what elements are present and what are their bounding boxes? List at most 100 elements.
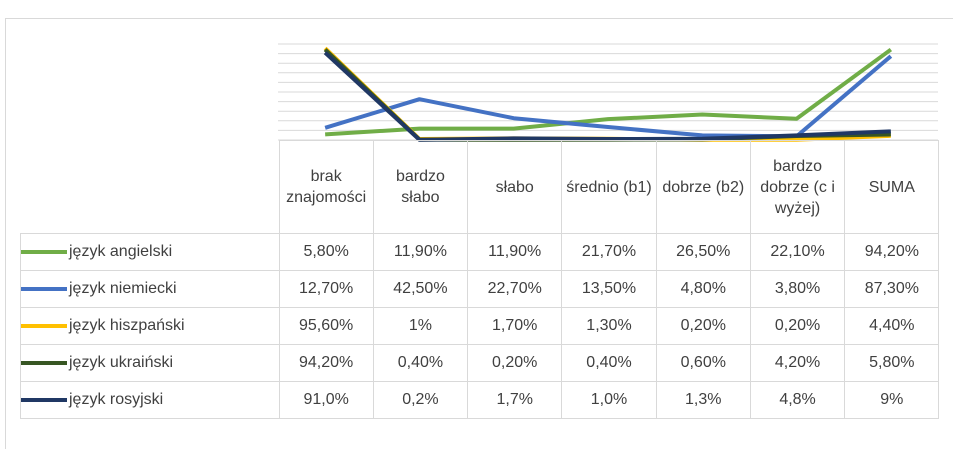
value-label: 11,90% [372, 233, 469, 271]
value-label: 4,40% [844, 307, 940, 345]
legend-entry: język niemiecki [20, 270, 280, 308]
category-label: dobrze (b2) [655, 140, 751, 234]
value-label-text: 11,90% [393, 243, 447, 260]
value-label-text: 94,20% [864, 243, 919, 260]
legend-entry: język angielski [20, 233, 280, 271]
value-label-text: 12,70% [299, 280, 354, 297]
series-row: język ukraiński 94,20% 0,40% 0,20% 0,40% 0,60… [20, 344, 940, 382]
series-row: język hiszpański 95,60% 1% 1,70% 1,30% 0,20% 0… [20, 307, 940, 345]
value-label: 0,2% [372, 381, 469, 419]
value-label-text: 0,20% [680, 317, 726, 334]
value-label: 0,40% [372, 344, 469, 382]
value-label-text: 13,50% [581, 280, 637, 297]
value-label-text: 0,2% [402, 391, 439, 408]
legend-entry: język ukraiński [20, 344, 280, 382]
value-label-text: 1,30% [586, 317, 632, 334]
value-label-text: 87,30% [864, 280, 919, 297]
value-label: 94,20% [278, 344, 374, 382]
value-label-text: 0,40% [586, 354, 632, 371]
value-label: 0,40% [561, 344, 657, 382]
header-row: brak znajomości bardzo słabo słabo średnio … [21, 140, 940, 234]
legend-swatch [21, 323, 67, 328]
category-label-text: SUMA [868, 178, 915, 196]
legend-label: język angielski [69, 243, 173, 260]
legend-entry: język rosyjski [20, 381, 280, 419]
value-label-text: 4,20% [774, 354, 821, 371]
value-label-text: 91,0% [303, 391, 349, 408]
chart [278, 43, 938, 142]
series-row: język angielski 5,80% 11,90% 11,90% 21,70% 26… [20, 233, 940, 271]
value-label-text: 94,20% [299, 354, 354, 371]
value-label-text: 22,70% [487, 280, 542, 297]
data-table: brak znajomości bardzo słabo słabo średnio … [20, 140, 940, 419]
value-label: 0,20% [749, 307, 846, 345]
value-label: 13,50% [561, 270, 657, 308]
legend-label: język rosyjski [69, 391, 164, 408]
value-label: 1,70% [467, 307, 563, 345]
legend-swatch [21, 360, 67, 365]
value-label-text: 21,70% [581, 243, 637, 260]
value-label-text: 22,10% [770, 243, 825, 260]
series-line [325, 47, 893, 137]
value-label: 1% [372, 307, 469, 345]
value-label-text: 42,50% [393, 280, 448, 297]
value-label-text: 0,20% [492, 354, 538, 371]
category-label: słabo [467, 140, 563, 234]
value-label-text: 4,80% [680, 280, 726, 297]
value-label-text: 95,60% [299, 317, 354, 334]
value-label-text: 4,8% [779, 391, 816, 408]
legend-label: język niemiecki [69, 280, 177, 297]
value-label: 1,30% [561, 307, 657, 345]
value-label-text: 5,80% [869, 354, 915, 371]
value-label-text: 0,60% [680, 354, 726, 371]
category-label: średnio (b1) [561, 140, 657, 234]
value-label: 12,70% [278, 270, 374, 308]
series-line [324, 54, 893, 139]
category-label: brak znajomości [278, 140, 374, 234]
value-label: 42,50% [372, 270, 469, 308]
page: brak znajomości bardzo słabo słabo średnio … [5, 18, 953, 449]
series-row: język niemiecki 12,70% 42,50% 22,70% 13,50% 4… [20, 270, 940, 308]
value-label: 95,60% [278, 307, 374, 345]
value-label: 4,8% [749, 381, 846, 419]
value-label: 11,90% [467, 233, 563, 271]
legend-swatch [21, 397, 67, 402]
value-label: 0,20% [655, 307, 751, 345]
value-label-text: 26,50% [676, 243, 731, 260]
value-label-text: 1,7% [496, 391, 533, 408]
value-label: 91,0% [278, 381, 374, 419]
series-row: język rosyjski 91,0% 0,2% 1,7% 1,0% 1,3% 4,8% 9… [20, 381, 940, 419]
value-label: 5,80% [844, 344, 940, 382]
value-label: 26,50% [655, 233, 751, 271]
value-label-text: 1% [408, 317, 432, 334]
series-line [323, 51, 891, 142]
value-label: 87,30% [844, 270, 940, 308]
value-label-text: 1,3% [685, 391, 722, 408]
value-label-text: 1,0% [590, 391, 628, 408]
value-label-text: 11,90% [488, 243, 542, 260]
value-label-text: 4,40% [869, 317, 915, 334]
value-label: 0,60% [655, 344, 751, 382]
category-label-text: bardzo dobrze (c i wyżej) [760, 157, 835, 217]
value-label: 21,70% [561, 233, 657, 271]
value-label-text: 0,40% [397, 354, 444, 371]
value-label: 22,70% [467, 270, 563, 308]
legend-swatch [21, 286, 67, 291]
value-label-text: 9% [880, 391, 904, 408]
value-label: 9% [844, 381, 940, 419]
value-label-text: 0,20% [774, 317, 821, 334]
value-label: 94,20% [844, 233, 940, 271]
category-label-text: słabo [495, 178, 534, 196]
category-label: bardzo słabo [372, 140, 469, 234]
value-label: 1,3% [655, 381, 751, 419]
value-label: 4,20% [749, 344, 846, 382]
legend-swatch [21, 249, 67, 254]
corner [21, 141, 280, 234]
value-label: 1,7% [467, 381, 563, 419]
value-label-text: 3,80% [774, 280, 821, 297]
value-label: 22,10% [749, 233, 846, 271]
legend-label: język ukraiński [69, 354, 174, 371]
category-label-text: średnio (b1) [566, 178, 652, 196]
value-label-text: 5,80% [303, 243, 349, 260]
value-label: 0,20% [467, 344, 563, 382]
